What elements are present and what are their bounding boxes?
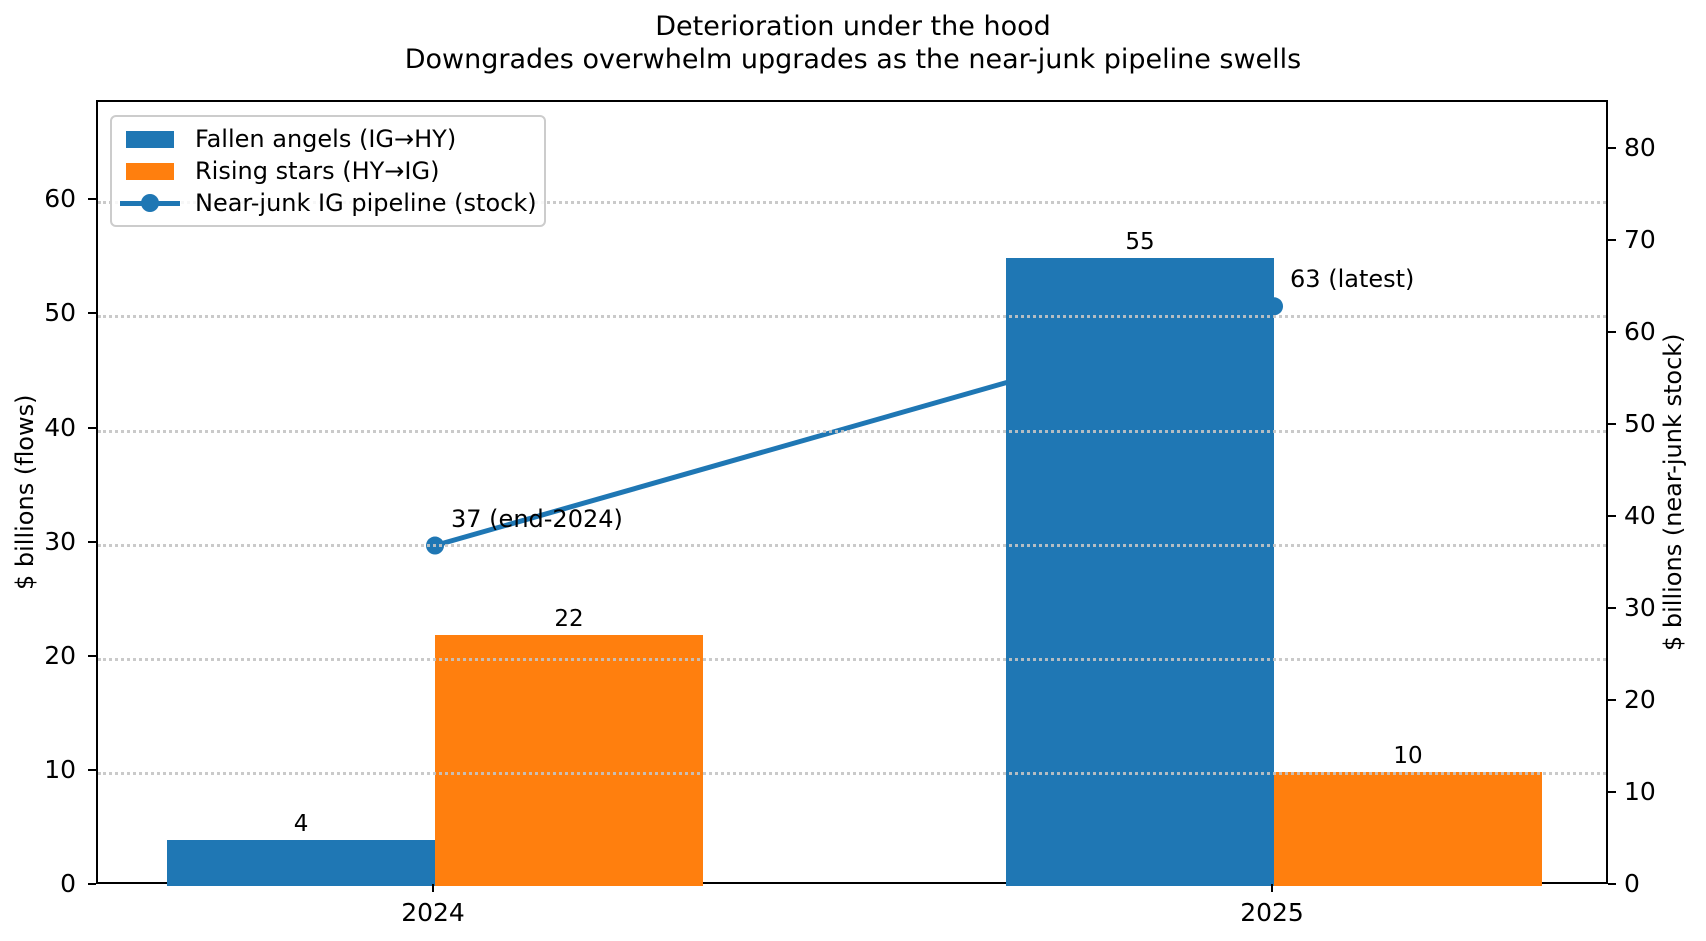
- legend-label-pipeline: Near-junk IG pipeline (stock): [195, 189, 537, 217]
- right-tick: [1608, 698, 1616, 701]
- right-tick: [1608, 330, 1616, 333]
- pipeline-annotation-2025: 63 (latest): [1290, 265, 1415, 294]
- bar-fallen-angels-2024: [167, 840, 436, 886]
- right-tick: [1608, 606, 1616, 609]
- legend-item-fallen-angels: Fallen angels (IG→HY): [126, 124, 530, 154]
- left-tick: [88, 312, 96, 315]
- bar-value-label-rising-stars-2024: 22: [554, 605, 584, 632]
- legend: Fallen angels (IG→HY) Rising stars (HY→I…: [110, 115, 546, 227]
- x-tick-label-2024: 2024: [401, 898, 465, 927]
- bar-fallen-angels-2025: [1006, 258, 1275, 886]
- bar-value-label-rising-stars-2025: 10: [1393, 742, 1423, 769]
- pipeline-marker-sample: [141, 194, 159, 212]
- left-tick-label-20: 20: [44, 640, 76, 670]
- gridline-60: [98, 201, 1606, 205]
- left-tick-label-30: 30: [44, 526, 76, 556]
- bar-rising-stars-2025: [1274, 771, 1542, 886]
- x-tick-label-2025: 2025: [1240, 898, 1304, 927]
- title-line-2: Downgrades overwhelm upgrades as the nea…: [404, 44, 1302, 75]
- left-tick-label-0: 0: [60, 869, 76, 898]
- left-tick-label-40: 40: [44, 412, 76, 442]
- left-tick-label-10: 10: [44, 754, 76, 784]
- right-tick: [1608, 238, 1616, 241]
- legend-label-fallen-angels: Fallen angels (IG→HY): [195, 125, 457, 153]
- left-tick: [88, 654, 96, 657]
- left-tick: [88, 540, 96, 543]
- bar-value-label-fallen-angels-2025: 55: [1125, 229, 1155, 256]
- rising-stars-swatch: [126, 162, 174, 180]
- right-tick-label-50: 50: [1624, 408, 1656, 438]
- left-tick-label-60: 60: [44, 184, 76, 214]
- pipeline-line-swatch: [120, 194, 180, 212]
- left-tick: [88, 883, 96, 885]
- right-tick-label-30: 30: [1624, 592, 1656, 622]
- right-tick: [1608, 883, 1616, 885]
- right-axis-title: $ billions (near-junk stock): [1659, 333, 1687, 651]
- gridline-40: [98, 429, 1606, 433]
- legend-label-rising-stars: Rising stars (HY→IG): [195, 157, 440, 185]
- right-tick: [1608, 790, 1616, 793]
- title-line-1: Deterioration under the hood: [655, 11, 1051, 42]
- right-tick: [1608, 422, 1616, 425]
- right-tick-label-10: 10: [1624, 776, 1656, 806]
- gridline-20: [98, 657, 1606, 661]
- fallen-angels-swatch: [126, 130, 174, 148]
- left-tick: [88, 426, 96, 429]
- right-tick-label-0: 0: [1624, 869, 1640, 898]
- right-tick: [1608, 146, 1616, 149]
- gridline-50: [98, 315, 1606, 319]
- right-tick-label-40: 40: [1624, 500, 1656, 530]
- left-tick-label-50: 50: [44, 298, 76, 328]
- gridline-30: [98, 543, 1606, 547]
- right-tick-label-80: 80: [1624, 132, 1656, 162]
- right-tick: [1608, 514, 1616, 517]
- gridline-10: [98, 771, 1606, 775]
- bar-rising-stars-2024: [435, 634, 703, 886]
- plot-area: Fallen angels (IG→HY) Rising stars (HY→I…: [96, 100, 1608, 886]
- left-tick: [88, 768, 96, 771]
- legend-item-pipeline: Near-junk IG pipeline (stock): [120, 188, 537, 218]
- chart-title: Deterioration under the hood Downgrades …: [0, 10, 1706, 76]
- right-tick-label-20: 20: [1624, 684, 1656, 714]
- right-tick-label-60: 60: [1624, 316, 1656, 346]
- x-tick: [1271, 884, 1274, 892]
- legend-item-rising-stars: Rising stars (HY→IG): [126, 156, 530, 186]
- x-tick: [432, 884, 435, 892]
- pipeline-annotation-2024: 37 (end-2024): [451, 504, 623, 533]
- left-tick: [88, 198, 96, 201]
- bar-value-label-fallen-angels-2024: 4: [293, 811, 309, 838]
- right-tick-label-70: 70: [1624, 224, 1656, 254]
